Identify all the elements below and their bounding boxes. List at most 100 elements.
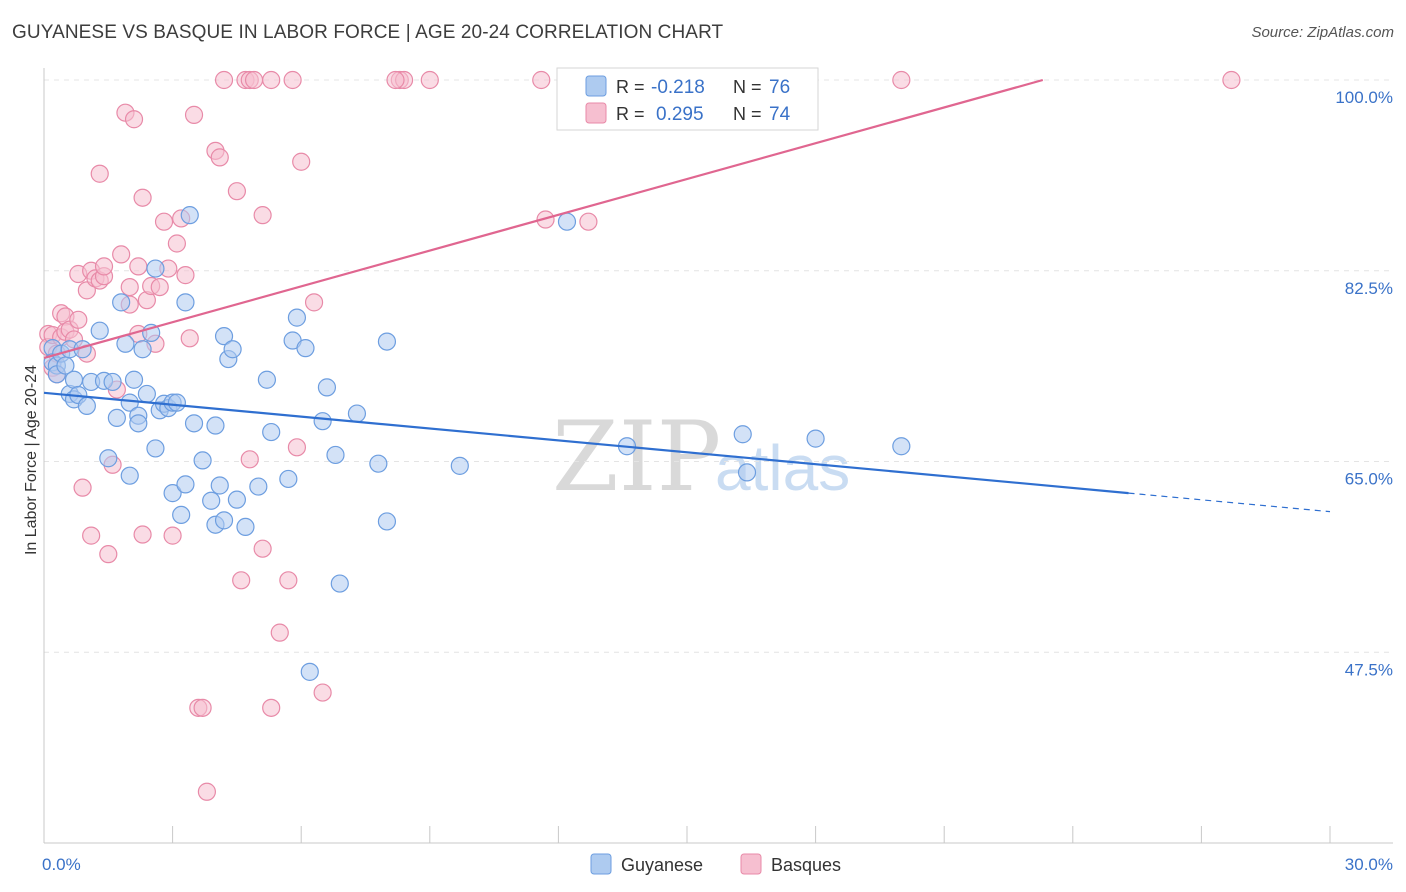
basque-point [240,450,259,469]
guyanese-point [317,378,337,397]
basque-point [133,525,152,544]
guyanese-point [163,484,182,503]
basque-point [167,234,186,253]
legend-n-value-basque: 74 [769,104,791,125]
guyanese-point [90,321,109,340]
guyanese-point [202,491,221,510]
basque-point [270,623,289,642]
basque-point [262,70,281,90]
chart-source: Source: ZipAtlas.com [1251,24,1394,41]
legend-n-label-guyanese: N = [733,77,762,97]
legend-r-label-basque: R = [616,104,645,124]
guyanese-point [193,451,212,470]
basque-point [99,545,118,564]
guyanese-point [77,396,96,416]
guyanese-point [176,475,195,494]
series-legend: Guyanese Basques [590,853,841,875]
basque-point [184,105,204,124]
guyanese-point [257,370,277,389]
guyanese-points [43,206,911,681]
basque-point [287,438,307,457]
basque-point [193,698,212,717]
guyanese-point [112,293,131,312]
guyanese-point [369,454,388,473]
guyanese-point [103,372,122,392]
guyanese-point [214,327,234,346]
basque-point [94,257,114,276]
guyanese-point [227,490,246,509]
basque-point [579,212,598,231]
y-tick-label: 47.5% [1345,660,1393,679]
basque-point [180,329,199,348]
basque-point [82,526,101,545]
watermark-zip: ZIP [552,401,721,513]
bottom-legend-basques: Basques [771,855,841,875]
basque-point [112,245,131,264]
guyanese-point [733,425,752,444]
legend-n-value-guyanese: 76 [769,77,790,98]
basque-point [420,70,439,90]
guyanese-point [892,437,911,456]
basque-point [154,212,174,231]
x-tick-label: 0.0% [42,855,81,874]
basque-point [232,571,251,590]
basque-point [176,266,195,285]
y-axis-label: In Labor Force | Age 20-24 [23,365,40,555]
basque-point [197,782,216,801]
guyanese-point [347,404,367,423]
basque-point [1222,70,1241,90]
guyanese-point [137,384,156,404]
basque-point [313,683,332,702]
bottom-legend-guyanese: Guyanese [621,855,703,875]
guyanese-point [249,477,268,496]
y-tick-label: 100.0% [1335,88,1393,107]
basque-point [292,152,311,171]
axes [43,68,1393,844]
basque-point [150,278,169,297]
basque-point [279,571,298,590]
basque-point [69,310,88,329]
trend-lines [43,78,1331,513]
basque-point [90,164,109,183]
guyanese-point [210,476,229,495]
guyanese-point [133,340,152,359]
chart-title: GUYANESE VS BASQUE IN LABOR FORCE | AGE … [12,22,724,43]
watermark-atlas: atlas [715,432,850,504]
guyanese-point [557,212,577,231]
guyanese-legend-swatch [585,75,607,97]
legend-n-label-basque: N = [733,104,762,124]
basque-point [262,698,281,717]
legend-r-value-guyanese: -0.218 [651,77,705,98]
guyanese-point [377,512,397,531]
guyanese-point [313,412,332,431]
legend-r-label-guyanese: R = [616,77,645,97]
guyanese-point [206,416,225,435]
guyanese-point [262,422,281,442]
guyanese-point [99,449,118,468]
basque-point [304,293,324,312]
grid-lines [44,79,1393,653]
guyanese-point [223,340,242,359]
guyanese-trend-extension [1128,492,1331,513]
basque-legend-swatch [585,102,607,124]
guyanese-point [737,463,757,482]
y-tick-label: 65.0% [1345,470,1393,489]
bottom-legend-swatch-guyanese [590,853,612,875]
guyanese-point [64,370,84,389]
guyanese-point [167,393,186,412]
guyanese-point [236,517,255,537]
guyanese-point [172,505,191,525]
basque-point [253,539,272,558]
bottom-legend-swatch-basques [740,853,762,875]
basque-point [892,70,911,90]
basque-point [210,148,229,167]
y-tick-label: 82.5% [1345,279,1393,298]
stats-legend: R = -0.218 N = 76 R = 0.295 N = 74 [556,67,819,131]
guyanese-point [214,511,234,530]
basque-point [214,70,234,90]
basque-point [386,70,405,90]
guyanese-point [107,408,126,427]
legend-r-value-basque: 0.295 [656,104,704,125]
basque-point [163,526,182,545]
